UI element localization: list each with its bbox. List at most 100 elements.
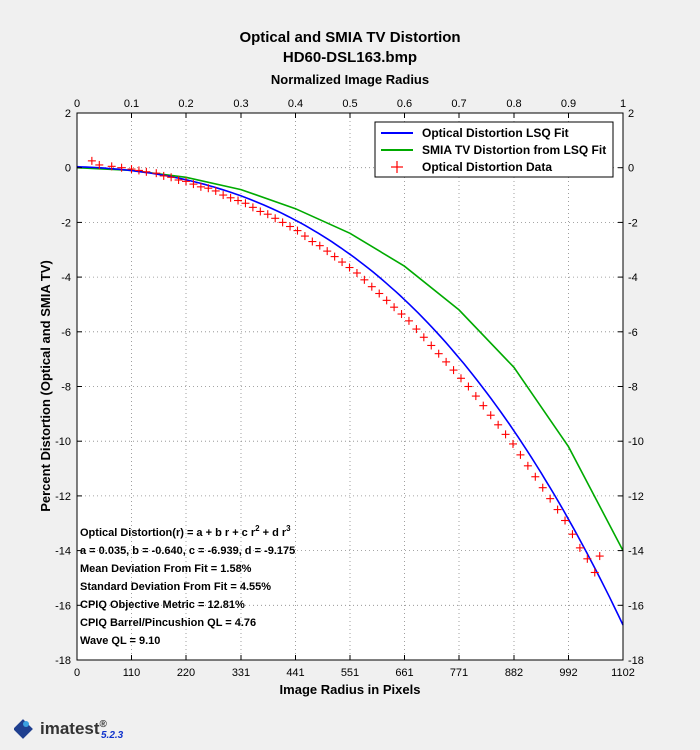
y-tick-label: -16	[55, 600, 71, 612]
data-point-marker	[382, 296, 391, 305]
data-point-marker	[352, 268, 361, 277]
data-point-marker	[248, 203, 257, 212]
y2-tick-label: 2	[628, 108, 634, 120]
y2-tick-label: -18	[628, 655, 644, 667]
y-tick-label: 0	[65, 163, 71, 175]
y2-tick-label: -10	[628, 436, 644, 448]
y-tick-label: -8	[61, 382, 71, 394]
x2-tick-label: 0.3	[233, 98, 248, 110]
annotation-line-2: a = 0.035, b = -0.640, c = -6.939, d = -…	[80, 545, 295, 557]
annotation-line-1-main: Optical Distortion(r) = a + b r + c r	[80, 527, 256, 539]
y2-tick-label: -14	[628, 546, 644, 558]
data-point-marker	[263, 210, 272, 219]
data-point-marker	[127, 165, 136, 174]
annotation-line-6: CPIQ Barrel/Pincushion QL = 4.76	[80, 617, 256, 629]
legend-label-smia: SMIA TV Distortion from LSQ Fit	[422, 143, 606, 157]
data-point-marker	[367, 282, 376, 291]
data-point-marker	[442, 357, 451, 366]
x2-tick-label: 0.6	[397, 98, 412, 110]
data-point-marker	[182, 177, 191, 186]
data-point-marker	[553, 505, 562, 514]
brand-name: imatest®	[40, 719, 107, 739]
y2-tick-label: -4	[628, 272, 638, 284]
annotation-sup-1: 2	[255, 524, 260, 533]
y-axis-title: Percent Distortion (Optical and SMIA TV)	[38, 260, 53, 512]
annotation-line-4: Standard Deviation From Fit = 4.55%	[80, 581, 271, 593]
data-point-marker	[546, 494, 555, 503]
data-point-marker	[568, 530, 577, 539]
x-tick-label: 551	[341, 667, 359, 679]
brand-version: 5.2.3	[101, 730, 124, 741]
x-tick-label: 1102	[611, 667, 635, 679]
data-point-marker	[360, 275, 369, 284]
y2-tick-label: -16	[628, 600, 644, 612]
y-tick-label: -4	[61, 272, 71, 284]
data-point-marker	[159, 171, 168, 180]
brand-name-text: imatest	[40, 719, 100, 738]
data-point-marker	[338, 258, 347, 267]
data-point-marker	[575, 543, 584, 552]
data-point-marker	[107, 162, 116, 171]
y-tick-label: 2	[65, 108, 71, 120]
data-point-marker	[449, 366, 458, 375]
data-point-marker	[323, 247, 332, 256]
data-point-marker	[256, 207, 265, 216]
legend-box	[374, 121, 614, 178]
legend-label-fit: Optical Distortion LSQ Fit	[422, 126, 569, 140]
x-axis-title: Image Radius in Pixels	[280, 682, 421, 697]
legend: Optical Distortion LSQ Fit SMIA TV Disto…	[374, 121, 614, 178]
chart-subtitle: HD60-DSL163.bmp	[283, 49, 417, 66]
x2-tick-label: 0.1	[124, 98, 139, 110]
data-point-marker	[174, 176, 183, 185]
y-tick-label: -10	[55, 436, 71, 448]
data-point-marker	[583, 554, 592, 563]
data-point-marker	[315, 241, 324, 250]
data-point-marker	[278, 218, 287, 227]
data-point-marker	[538, 483, 547, 492]
y2-tick-label: -6	[628, 327, 638, 339]
x-tick-label: 331	[232, 667, 250, 679]
data-point-marker	[595, 552, 604, 561]
y2-tick-label: 0	[628, 163, 634, 175]
data-point-marker	[390, 303, 399, 312]
x2-tick-label: 0.2	[178, 98, 193, 110]
annotation-line-1: Optical Distortion(r) = a + b r + c r2 +…	[80, 524, 291, 539]
x-tick-label: 992	[559, 667, 577, 679]
data-point-marker	[300, 232, 309, 241]
data-point-marker	[308, 237, 317, 246]
data-point-marker	[142, 167, 151, 176]
data-point-marker	[330, 252, 339, 261]
grid-lines	[77, 113, 623, 660]
y2-tick-label: -2	[628, 217, 638, 229]
tick-layer: 001100.12200.23310.34410.45510.56610.677…	[55, 98, 644, 679]
x2-tick-label: 0.7	[451, 98, 466, 110]
data-point-marker	[471, 392, 480, 401]
data-point-marker	[219, 191, 228, 200]
data-point-marker	[189, 180, 198, 189]
data-point-marker	[419, 333, 428, 342]
data-point-marker	[590, 568, 599, 577]
brand-registered-mark: ®	[99, 719, 107, 730]
data-point-marker	[456, 374, 465, 383]
distortion-chart: Optical and SMIA TV Distortion HD60-DSL1…	[38, 29, 644, 697]
data-point-marker	[95, 160, 104, 169]
data-point-marker	[375, 289, 384, 298]
data-point-marker	[464, 382, 473, 391]
data-point-marker	[509, 439, 518, 448]
series-line-optical-fit	[76, 165, 624, 626]
x-tick-label: 661	[395, 667, 413, 679]
y-tick-label: -6	[61, 327, 71, 339]
data-point-marker	[293, 226, 302, 235]
data-point-marker	[427, 341, 436, 350]
y-tick-label: -12	[55, 491, 71, 503]
x-tick-label: 220	[177, 667, 195, 679]
data-point-marker	[87, 156, 96, 165]
x-tick-label: 0	[74, 667, 80, 679]
x-tick-label: 771	[450, 667, 468, 679]
legend-label-data: Optical Distortion Data	[422, 160, 552, 174]
data-point-marker	[434, 349, 443, 358]
data-point-marker	[204, 184, 213, 193]
x2-tick-label: 0.8	[506, 98, 521, 110]
data-point-marker	[271, 214, 280, 223]
top-axis-title: Normalized Image Radius	[271, 72, 429, 87]
